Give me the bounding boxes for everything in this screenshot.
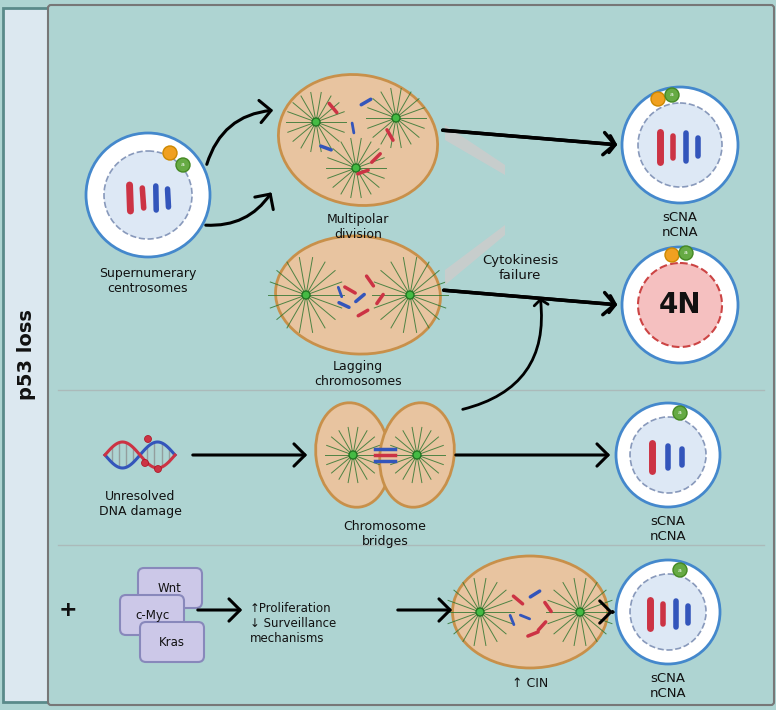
Circle shape xyxy=(651,92,665,106)
Circle shape xyxy=(104,151,192,239)
Circle shape xyxy=(616,560,720,664)
Text: Lagging
chromosomes: Lagging chromosomes xyxy=(314,360,402,388)
Circle shape xyxy=(406,291,414,299)
Ellipse shape xyxy=(379,403,455,507)
Text: sCNA
nCNA: sCNA nCNA xyxy=(650,515,686,543)
Circle shape xyxy=(673,563,687,577)
Circle shape xyxy=(413,451,421,459)
Circle shape xyxy=(349,451,357,459)
Circle shape xyxy=(638,103,722,187)
Ellipse shape xyxy=(275,236,441,354)
Text: p53 loss: p53 loss xyxy=(18,310,36,400)
Text: Multipolar
division: Multipolar division xyxy=(327,213,390,241)
FancyBboxPatch shape xyxy=(3,8,51,702)
Circle shape xyxy=(673,406,687,420)
Circle shape xyxy=(352,164,360,172)
Circle shape xyxy=(141,459,148,466)
Text: Kras: Kras xyxy=(159,635,185,648)
Text: a: a xyxy=(670,92,674,97)
Circle shape xyxy=(630,417,706,493)
Ellipse shape xyxy=(279,75,438,205)
Text: a: a xyxy=(684,251,688,256)
Circle shape xyxy=(154,466,161,472)
Circle shape xyxy=(163,146,177,160)
Text: sCNA
nCNA: sCNA nCNA xyxy=(650,672,686,700)
Circle shape xyxy=(665,248,679,262)
FancyBboxPatch shape xyxy=(140,622,204,662)
Circle shape xyxy=(622,87,738,203)
Circle shape xyxy=(86,133,210,257)
Text: c-Myc: c-Myc xyxy=(135,608,169,621)
Polygon shape xyxy=(445,125,505,175)
FancyBboxPatch shape xyxy=(48,5,774,705)
FancyBboxPatch shape xyxy=(138,568,202,608)
Circle shape xyxy=(302,291,310,299)
Circle shape xyxy=(665,88,679,102)
Text: +: + xyxy=(59,600,78,620)
Circle shape xyxy=(638,263,722,347)
Text: Supernumerary
centrosomes: Supernumerary centrosomes xyxy=(99,267,196,295)
Text: sCNA
nCNA: sCNA nCNA xyxy=(662,211,698,239)
Circle shape xyxy=(630,574,706,650)
Circle shape xyxy=(312,118,320,126)
Ellipse shape xyxy=(316,403,390,507)
Circle shape xyxy=(392,114,400,122)
Text: Wnt: Wnt xyxy=(158,581,182,594)
Text: Chromosome
bridges: Chromosome bridges xyxy=(344,520,427,548)
Circle shape xyxy=(176,158,190,172)
Text: 4N: 4N xyxy=(659,291,702,319)
Text: Cytokinesis
failure: Cytokinesis failure xyxy=(482,254,558,282)
Circle shape xyxy=(476,608,484,616)
Ellipse shape xyxy=(452,556,608,668)
Circle shape xyxy=(679,246,693,260)
FancyBboxPatch shape xyxy=(120,595,184,635)
Text: ↑Proliferation
↓ Surveillance
mechanisms: ↑Proliferation ↓ Surveillance mechanisms xyxy=(250,602,336,645)
Text: ↑ CIN: ↑ CIN xyxy=(512,677,548,690)
Text: a: a xyxy=(181,163,185,168)
Text: a: a xyxy=(678,567,682,572)
Polygon shape xyxy=(445,225,505,285)
Circle shape xyxy=(616,403,720,507)
Circle shape xyxy=(576,608,584,616)
Text: Unresolved
DNA damage: Unresolved DNA damage xyxy=(99,490,182,518)
Circle shape xyxy=(622,247,738,363)
Circle shape xyxy=(144,435,151,442)
Text: a: a xyxy=(678,410,682,415)
